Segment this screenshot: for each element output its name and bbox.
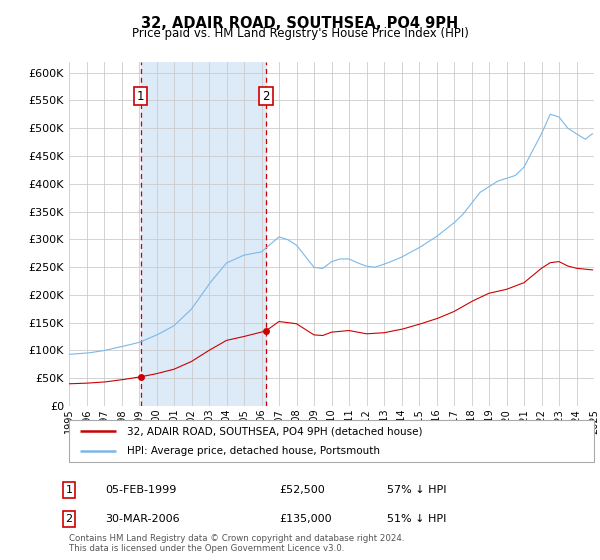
Bar: [141, 62, 266, 406]
Text: 2: 2: [262, 90, 269, 102]
Text: £135,000: £135,000: [279, 514, 332, 524]
Text: £52,500: £52,500: [279, 485, 325, 495]
Text: Contains HM Land Registry data © Crown copyright and database right 2024.
This d: Contains HM Land Registry data © Crown c…: [69, 534, 404, 553]
Text: 1: 1: [65, 485, 73, 495]
Text: 30-MAR-2006: 30-MAR-2006: [105, 514, 179, 524]
Text: 1: 1: [137, 90, 145, 102]
Text: 2: 2: [65, 514, 73, 524]
Text: Price paid vs. HM Land Registry's House Price Index (HPI): Price paid vs. HM Land Registry's House …: [131, 27, 469, 40]
FancyBboxPatch shape: [69, 420, 594, 462]
Text: 32, ADAIR ROAD, SOUTHSEA, PO4 9PH (detached house): 32, ADAIR ROAD, SOUTHSEA, PO4 9PH (detac…: [127, 426, 422, 436]
Text: 32, ADAIR ROAD, SOUTHSEA, PO4 9PH: 32, ADAIR ROAD, SOUTHSEA, PO4 9PH: [142, 16, 458, 31]
Text: 05-FEB-1999: 05-FEB-1999: [105, 485, 176, 495]
Text: 51% ↓ HPI: 51% ↓ HPI: [387, 514, 446, 524]
Text: HPI: Average price, detached house, Portsmouth: HPI: Average price, detached house, Port…: [127, 446, 380, 456]
Text: 57% ↓ HPI: 57% ↓ HPI: [387, 485, 446, 495]
